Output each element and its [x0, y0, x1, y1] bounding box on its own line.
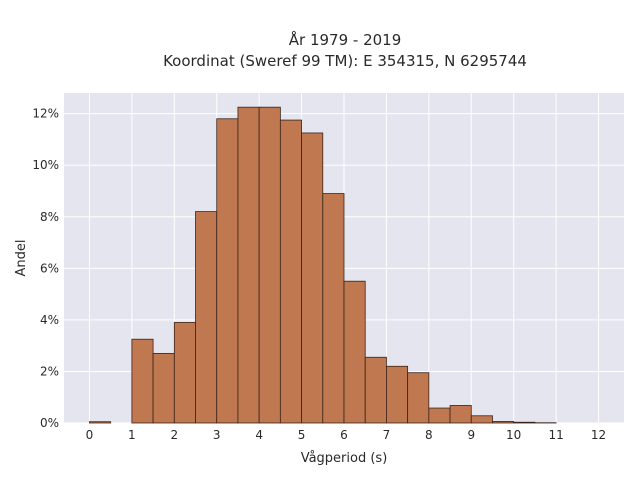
histogram-bar	[279, 119, 302, 424]
histogram-bar	[364, 356, 387, 424]
x-tick-label: 0	[86, 428, 94, 442]
x-tick-label: 9	[467, 428, 475, 442]
histogram-bar	[322, 193, 345, 424]
histogram-bar	[407, 372, 430, 424]
bars	[89, 106, 557, 424]
histogram-bar	[470, 415, 493, 424]
y-axis-label: Andel	[14, 240, 29, 277]
chart-subtitle: Koordinat (Sweref 99 TM): E 354315, N 62…	[163, 52, 527, 70]
histogram-bar	[301, 132, 324, 424]
histogram-bar	[89, 421, 112, 424]
histogram-bar	[449, 405, 472, 424]
histogram-bar	[131, 338, 154, 424]
x-tick-label: 10	[506, 428, 521, 442]
histogram-bar	[173, 322, 196, 424]
y-tick-label: 6%	[40, 261, 59, 275]
histogram-bar	[258, 106, 281, 424]
y-tick-label: 2%	[40, 364, 59, 378]
x-tick-label: 11	[548, 428, 563, 442]
x-tick-label: 1	[128, 428, 136, 442]
histogram-bar	[386, 365, 409, 424]
x-tick-label: 12	[591, 428, 606, 442]
histogram-bar	[343, 280, 366, 424]
x-tick-label: 5	[298, 428, 306, 442]
y-tick-label: 0%	[40, 416, 59, 430]
x-tick-label: 6	[340, 428, 348, 442]
histogram-bar	[152, 352, 175, 424]
x-tick-label: 7	[383, 428, 391, 442]
chart-title: År 1979 - 2019	[289, 30, 402, 49]
x-tick-label: 8	[425, 428, 433, 442]
histogram-bar	[428, 407, 451, 424]
y-tick-label: 4%	[40, 313, 59, 327]
y-tick-label: 8%	[40, 210, 59, 224]
x-axis-label: Vågperiod (s)	[301, 451, 388, 466]
y-tick-label: 10%	[32, 158, 59, 172]
histogram-bar	[513, 421, 536, 424]
histogram-bar	[237, 106, 260, 424]
x-tick-label: 2	[170, 428, 178, 442]
x-tick-label: 3	[213, 428, 221, 442]
x-axis-ticks: 0 1 2 3 4 5 6 7 8 9 10 11 12	[86, 428, 607, 442]
y-tick-label: 12%	[32, 107, 59, 121]
x-tick-label: 4	[255, 428, 263, 442]
histogram-bar	[195, 211, 218, 424]
histogram-bar	[492, 421, 515, 424]
histogram-bar	[216, 118, 239, 424]
y-axis-ticks: 0% 2% 4% 6% 8% 10% 12%	[32, 107, 59, 430]
